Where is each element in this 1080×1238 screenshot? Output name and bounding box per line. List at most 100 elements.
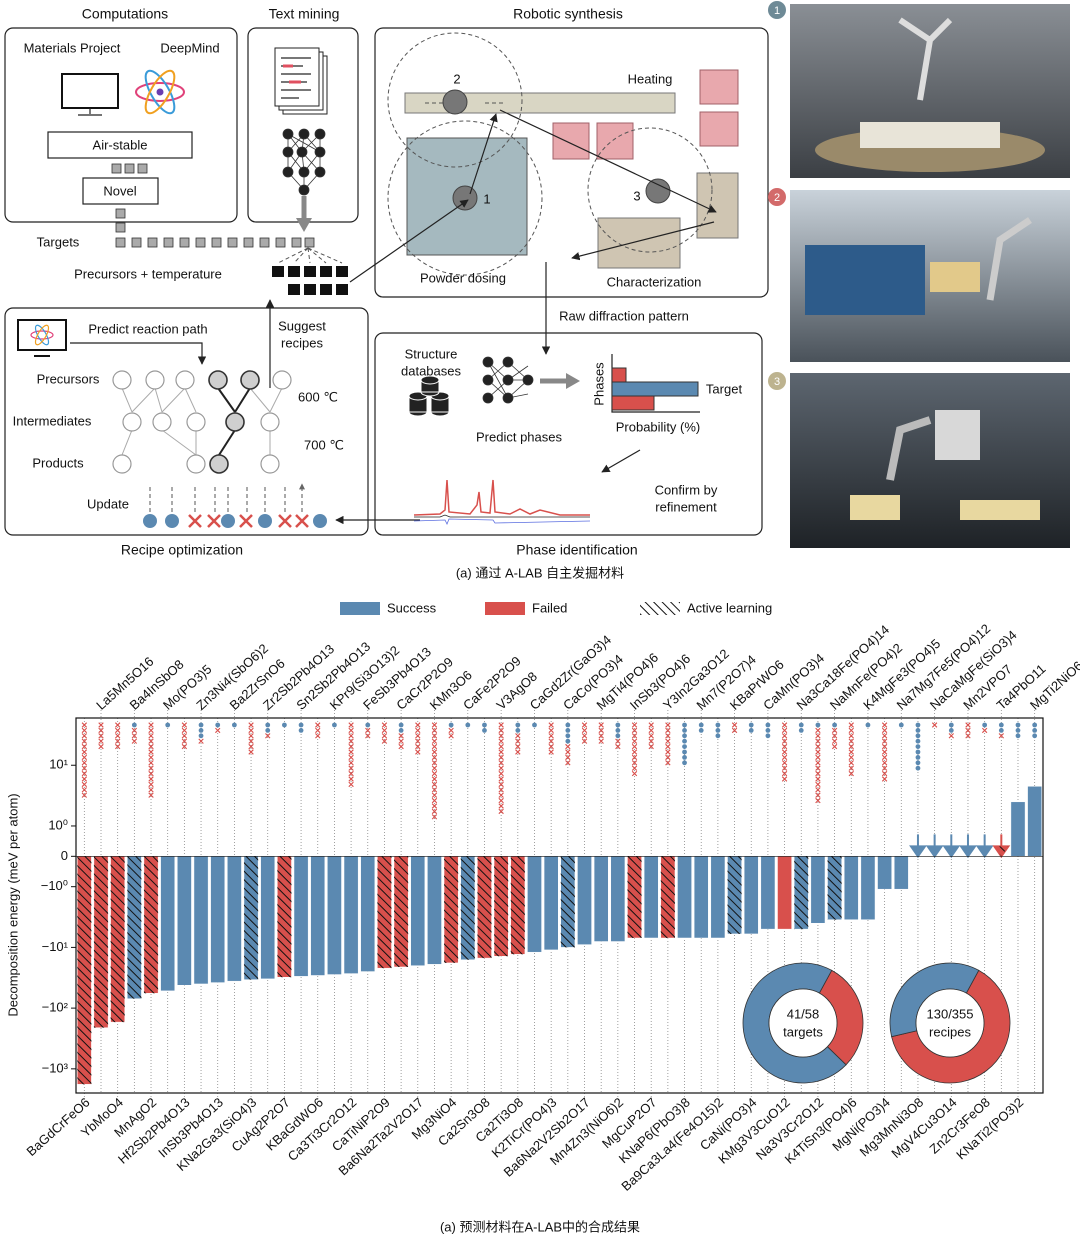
panel-title: Phase identification [516,542,637,558]
bar [643,856,659,939]
success-dot [565,738,571,744]
failure-cross [365,733,371,739]
failure-cross [831,743,838,750]
recipe-failures [731,722,738,734]
failure-cross [615,743,621,750]
computations-panel-shape-shape [288,266,300,277]
recipe-optimization-panel-shape-shape [149,484,302,512]
success-dot [1032,722,1038,728]
label: Air-stable [93,137,148,152]
failure-cross [148,727,154,734]
success-dot [1015,733,1021,739]
photo-panel-shape [850,495,900,520]
success-dot [1032,728,1038,733]
failure-cross [348,781,354,788]
success-dot [332,722,337,728]
success-dot [198,728,204,733]
computations-panel-shape-shape [135,82,185,102]
failure-cross [848,760,854,766]
recipe-optimization-panel-shape [175,370,195,390]
failure-cross [431,765,438,771]
recipe-optimization-panel: Recipe optimization Predict reaction pat… [4,299,420,558]
success-dot [398,728,404,733]
photo-panel-shape [886,416,932,481]
photo-panel-shape [960,500,1040,520]
recipe-successes [832,722,837,728]
failure-cross [448,733,454,739]
failure-cross [181,727,188,734]
robotic-synthesis-panel-shape [387,120,543,276]
photo-panel-shape [805,245,925,315]
success-dot [1015,722,1021,728]
recipe-successes [131,722,137,728]
bar [693,856,709,939]
failure-cross [398,743,404,750]
computations-panel-shape-shape [336,284,348,295]
failure-cross [348,743,354,750]
computations-panel-shape-shape [131,237,142,248]
success-dot [898,722,904,728]
success-dot [748,728,754,733]
failure-cross [81,733,88,739]
phase-identification-panel-shape-shape [482,356,494,368]
bar [327,856,342,975]
photo-panel-shape [768,372,786,390]
y-tick-label: 10¹ [49,757,68,772]
computations-panel-shape [115,237,315,248]
hatch-overlay [477,856,492,959]
photo-panel-shape [930,262,980,292]
recipe-optimization-panel-shape [209,454,229,474]
recipe-successes [898,722,904,728]
recipe-failures [665,722,671,766]
failure-cross [431,781,438,788]
recipe-failures [315,722,321,739]
success-dot [298,722,304,728]
y-tick-label: 10⁰ [48,817,68,832]
recipe-failures [148,722,154,798]
success-dot [482,722,487,728]
failure-cross [81,743,88,750]
failure-cross [515,733,521,739]
failure-cross [431,754,438,761]
label: Suggest [278,318,326,333]
failure-cross [548,727,554,734]
robotic-synthesis-panel-shape-shape [597,217,681,269]
computations-panel-shape-shape [288,284,300,295]
success-dot [748,722,754,728]
failure-cross [815,781,821,788]
robotic-synthesis-panel-shape [374,27,769,298]
computations-panel-shape-shape [179,237,190,248]
success-dot [915,765,921,771]
robotic-synthesis-panel-shape [404,92,676,114]
failure-cross [848,770,854,777]
failure-cross [348,722,354,728]
hatch-overlay [394,856,409,967]
failure-cross [965,733,971,739]
computations-panel-shape [4,27,238,223]
label: Raw diffraction pattern [559,308,689,323]
computations-panel-shape-shape [195,237,206,248]
hatch-overlay [77,856,92,1085]
robotic-synthesis-panel-shape-shape [699,111,739,147]
failure-cross [881,722,888,728]
legend-label: Failed [532,600,567,615]
recipe-successes [915,722,921,771]
text-mining-panel-shape [282,128,326,196]
hatch-overlay [93,856,109,1028]
failure-cross [81,754,88,761]
computations-panel-shape-shape [144,69,176,115]
recipe-successes [715,722,721,739]
robotic-synthesis-panel-shape [571,221,715,261]
hatch-overlay [110,856,125,1023]
failure-cross [815,765,821,771]
recipe-successes [982,722,988,728]
success-dot [815,722,821,728]
bar-arrow [959,834,977,859]
failure-cross [781,733,788,739]
computations-panel-shape [135,69,185,115]
recipe-failures [598,722,604,744]
failure-cross [398,738,404,744]
failure-cross [548,749,554,755]
hatch-overlay [660,856,675,938]
failure-cross [131,738,138,744]
